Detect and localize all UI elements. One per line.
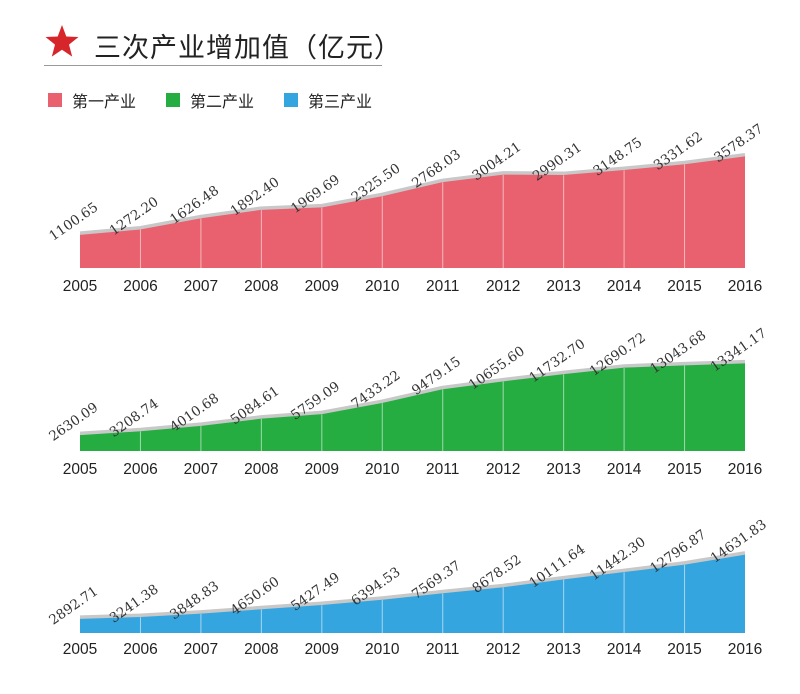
secondary-year-label: 2005	[63, 461, 97, 478]
legend-swatch-primary	[48, 93, 62, 107]
secondary-year-label: 2011	[426, 461, 459, 478]
legend-label-primary: 第一产业	[72, 92, 137, 111]
tertiary-year-label: 2016	[728, 641, 762, 658]
secondary-year-label: 2010	[365, 461, 400, 478]
tertiary-year-label: 2012	[486, 641, 520, 658]
secondary-top-line	[79, 359, 746, 436]
legend-label-secondary: 第二产业	[190, 92, 255, 111]
star-icon	[45, 25, 79, 57]
tertiary-year-label: 2013	[546, 641, 580, 658]
legend-item-tertiary: 第三产业	[284, 88, 372, 112]
primary-year-label: 2012	[486, 278, 520, 295]
primary-year-label: 2013	[546, 278, 580, 295]
tertiary-year-label: 2007	[184, 641, 218, 658]
secondary-industry-chart: 2630.09 3208.74 4010.68 5084.61 5759.09 7433.…	[46, 325, 769, 478]
primary-year-label: 2006	[123, 278, 157, 295]
primary-year-label: 2008	[244, 278, 278, 295]
primary-top-line	[79, 152, 746, 235]
tertiary-area	[80, 552, 745, 633]
legend-swatch-tertiary	[284, 93, 299, 107]
primary-year-label: 2005	[63, 278, 97, 295]
secondary-year-label: 2015	[667, 461, 701, 478]
tertiary-top-line	[79, 551, 746, 619]
secondary-year-label: 2014	[607, 461, 642, 478]
secondary-year-label: 2012	[486, 461, 520, 478]
tertiary-year-label: 2014	[607, 641, 642, 658]
primary-year-label: 2015	[667, 278, 701, 295]
primary-year-label: 2014	[607, 278, 642, 295]
primary-year-label: 2016	[728, 278, 762, 295]
tertiary-year-label: 2010	[365, 641, 400, 658]
tertiary-year-label: 2009	[305, 641, 339, 658]
primary-year-label: 2007	[184, 278, 218, 295]
secondary-year-label: 2009	[305, 461, 339, 478]
secondary-year-label: 2007	[184, 461, 218, 478]
legend-label-tertiary: 第三产业	[308, 92, 373, 111]
legend-item-primary: 第一产业	[48, 88, 136, 112]
tertiary-year-label: 2006	[123, 641, 157, 658]
legend-swatch-secondary	[166, 93, 181, 107]
primary-area	[80, 154, 745, 268]
secondary-year-label: 2008	[244, 461, 278, 478]
chart-title: 三次产业增加值（亿元）	[94, 33, 402, 64]
secondary-year-label: 2006	[123, 461, 157, 478]
legend-item-secondary: 第二产业	[166, 88, 254, 112]
primary-year-label: 2010	[365, 278, 400, 295]
secondary-year-label: 2016	[728, 461, 762, 478]
primary-year-label: 2011	[426, 278, 459, 295]
secondary-area	[80, 361, 745, 451]
secondary-year-label: 2013	[546, 461, 580, 478]
tertiary-year-label: 2008	[244, 641, 278, 658]
primary-industry-chart: 1100.65 1272.20 1626.48 1892.40 1969.69 2325.…	[46, 121, 766, 295]
tertiary-year-label: 2005	[63, 641, 97, 658]
tertiary-year-label: 2011	[426, 641, 459, 658]
title-divider	[44, 65, 382, 66]
tertiary-year-label: 2015	[667, 641, 701, 658]
legend: 第一产业 第二产业 第三产业	[48, 88, 372, 112]
tertiary-industry-chart: 2892.71 3241.38 3848.83 4650.60 5427.49 6394.…	[46, 517, 769, 658]
primary-year-label: 2009	[305, 278, 339, 295]
